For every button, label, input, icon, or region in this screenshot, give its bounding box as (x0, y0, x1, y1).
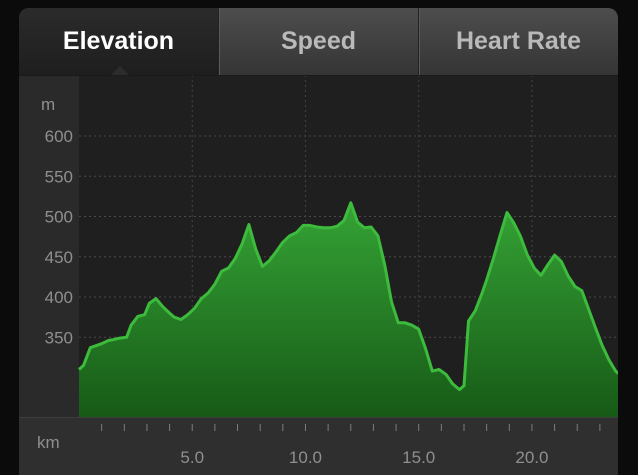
y-tick-label: 400 (45, 288, 73, 307)
tab-heart-rate[interactable]: Heart Rate (418, 8, 618, 75)
y-tick-label: 450 (45, 248, 73, 267)
x-axis-strip (19, 417, 618, 475)
elevation-line (77, 201, 618, 392)
y-axis-unit-label: m (41, 95, 55, 114)
y-tick-label: 550 (45, 167, 73, 186)
x-tick-label: 20.0 (515, 448, 548, 467)
y-tick-label: 350 (45, 328, 73, 347)
active-tab-pointer (111, 66, 129, 75)
tab-elevation[interactable]: Elevation (19, 8, 218, 75)
x-tick-label: 5.0 (180, 448, 204, 467)
elevation-area (79, 202, 618, 417)
elevation-chart-panel: 350 400 450 500 550 600 5.0 10.0 15.0 20.0 m km … (19, 8, 618, 475)
elevation-chart: 350 400 450 500 550 600 5.0 10.0 15.0 20.0 m km (19, 75, 618, 475)
x-tick-label: 10.0 (289, 448, 322, 467)
y-tick-label: 500 (45, 208, 73, 227)
x-tick-labels: 5.0 10.0 15.0 20.0 (180, 448, 548, 467)
tab-speed[interactable]: Speed (218, 8, 418, 75)
y-tick-labels: 350 400 450 500 550 600 (45, 127, 73, 347)
metric-tab-bar: Elevation Speed Heart Rate (19, 8, 618, 76)
y-axis-gutter (19, 75, 79, 417)
y-tick-label: 600 (45, 127, 73, 146)
x-tick-label: 15.0 (402, 448, 435, 467)
x-axis-unit-label: km (37, 433, 60, 452)
